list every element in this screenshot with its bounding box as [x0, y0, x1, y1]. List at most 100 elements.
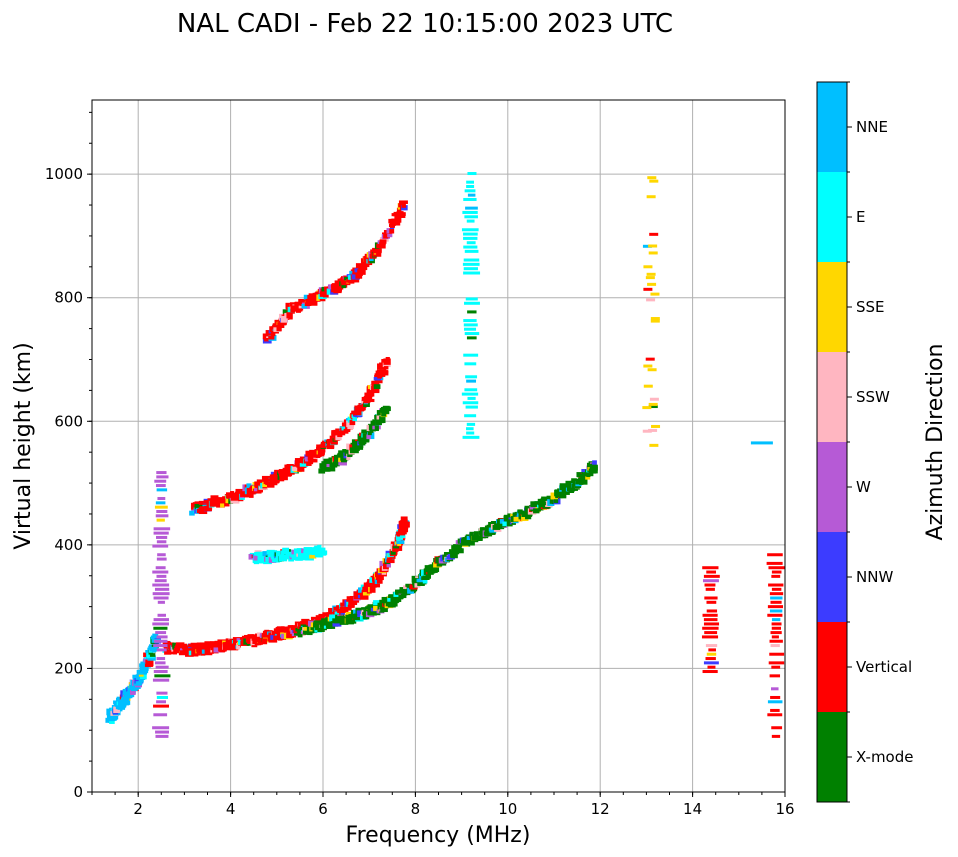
echo-pixel [371, 386, 380, 394]
echo-pixel [317, 544, 322, 550]
echo-pixel [529, 505, 538, 510]
echo-pixel [316, 547, 326, 554]
echo-pixel [466, 185, 475, 188]
echo-pixel [499, 519, 506, 524]
echo-pixel [462, 210, 478, 214]
echo-pixel [578, 477, 587, 483]
echo-pixel [766, 561, 783, 565]
echo-pixel [310, 616, 317, 622]
x-tick-label: 16 [775, 800, 794, 818]
echo-pixel [374, 424, 379, 432]
x-axis-label: Frequency (MHz) [346, 823, 531, 848]
echo-pixel [643, 265, 653, 269]
echo-pixel [767, 605, 784, 609]
echo-pixel [355, 414, 362, 418]
echo-pixel [188, 645, 195, 653]
echo-pixel [202, 502, 209, 509]
colorbar-segment [817, 532, 847, 622]
echo-pixel [213, 495, 219, 501]
echo-pixel [291, 466, 301, 471]
echo-pixel [152, 570, 169, 574]
echo-pixel [704, 583, 716, 587]
echo-pixel [463, 271, 481, 275]
echo-pixel [310, 299, 317, 305]
echo-pixel [649, 179, 659, 183]
echo-pixel [279, 473, 288, 481]
colorbar-label: SSW [856, 388, 890, 406]
colorbar-label: W [856, 478, 871, 496]
echo-pixel [156, 695, 169, 699]
echo-pixel [175, 642, 185, 649]
echo-pixel [326, 444, 335, 450]
echo-pixel [649, 443, 659, 447]
echo-pixel [156, 518, 165, 522]
echo-pixel [767, 700, 783, 704]
echo-pixel [152, 544, 169, 548]
echo-pixel [282, 309, 290, 314]
echo-pixel [592, 460, 597, 466]
echo-pixel [222, 646, 232, 651]
echo-pixel [376, 577, 383, 584]
echo-pixel [352, 415, 358, 422]
echo-pixel [273, 635, 281, 641]
echo-pixel [348, 619, 357, 624]
echo-pixel [706, 570, 717, 574]
echo-pixel [467, 396, 476, 400]
echo-pixel [335, 435, 342, 441]
echo-pixel [458, 547, 463, 553]
echo-pixel [210, 641, 215, 648]
echo-pixel [467, 193, 476, 197]
echo-pixel [463, 245, 478, 249]
echo-pixel [398, 200, 408, 204]
echo-pixel [465, 375, 478, 379]
echo-pixel [365, 398, 375, 403]
echo-pixel [314, 620, 323, 624]
echo-pixel [771, 687, 779, 691]
echo-pixel [347, 416, 353, 423]
echo-pixel [767, 553, 783, 557]
echo-pixel [314, 292, 321, 297]
echo-pixel [454, 546, 461, 550]
echo-pixel [464, 189, 476, 193]
echo-pixel [770, 600, 782, 604]
echo-pixel [702, 566, 719, 570]
echo-pixel [341, 279, 351, 286]
echo-pixel [382, 406, 391, 412]
echo-pixel [401, 593, 407, 599]
echo-pixel [463, 197, 477, 201]
echo-pixel [155, 501, 166, 505]
echo-pixel [392, 597, 402, 602]
echo-pixel [704, 596, 718, 600]
echo-pixel [642, 244, 652, 248]
echo-pixel [368, 256, 374, 262]
y-tick-label: 1000 [45, 165, 83, 183]
echo-pixel [650, 319, 660, 323]
echo-pixel [398, 203, 404, 208]
echo-pixel [400, 516, 408, 524]
echo-pixel [417, 580, 425, 586]
echo-pixel [430, 566, 437, 573]
echo-pixel [113, 706, 120, 714]
echo-pixel [372, 381, 378, 386]
echo-pixel [303, 294, 311, 300]
echo-pixel [152, 583, 170, 587]
y-axis-ticks: 0 200 400 600 800 1000 [45, 111, 92, 801]
echo-pixel [769, 652, 785, 656]
echo-pixel [153, 713, 168, 717]
echo-pixel [703, 618, 718, 622]
echo-pixel [153, 618, 169, 622]
echo-pixel [540, 497, 548, 504]
echo-pixel [769, 592, 784, 596]
echo-pixel [155, 566, 166, 570]
echo-pixel [651, 424, 661, 428]
echo-pixel [362, 591, 371, 596]
x-tick-label: 6 [318, 800, 328, 818]
echo-pixel [360, 265, 366, 270]
echo-pixel [559, 493, 565, 497]
echo-pixel [707, 665, 716, 669]
echo-pixel [264, 337, 269, 342]
echo-pixel [647, 282, 657, 286]
echo-pixel [362, 433, 370, 440]
echo-pixel [372, 581, 377, 588]
